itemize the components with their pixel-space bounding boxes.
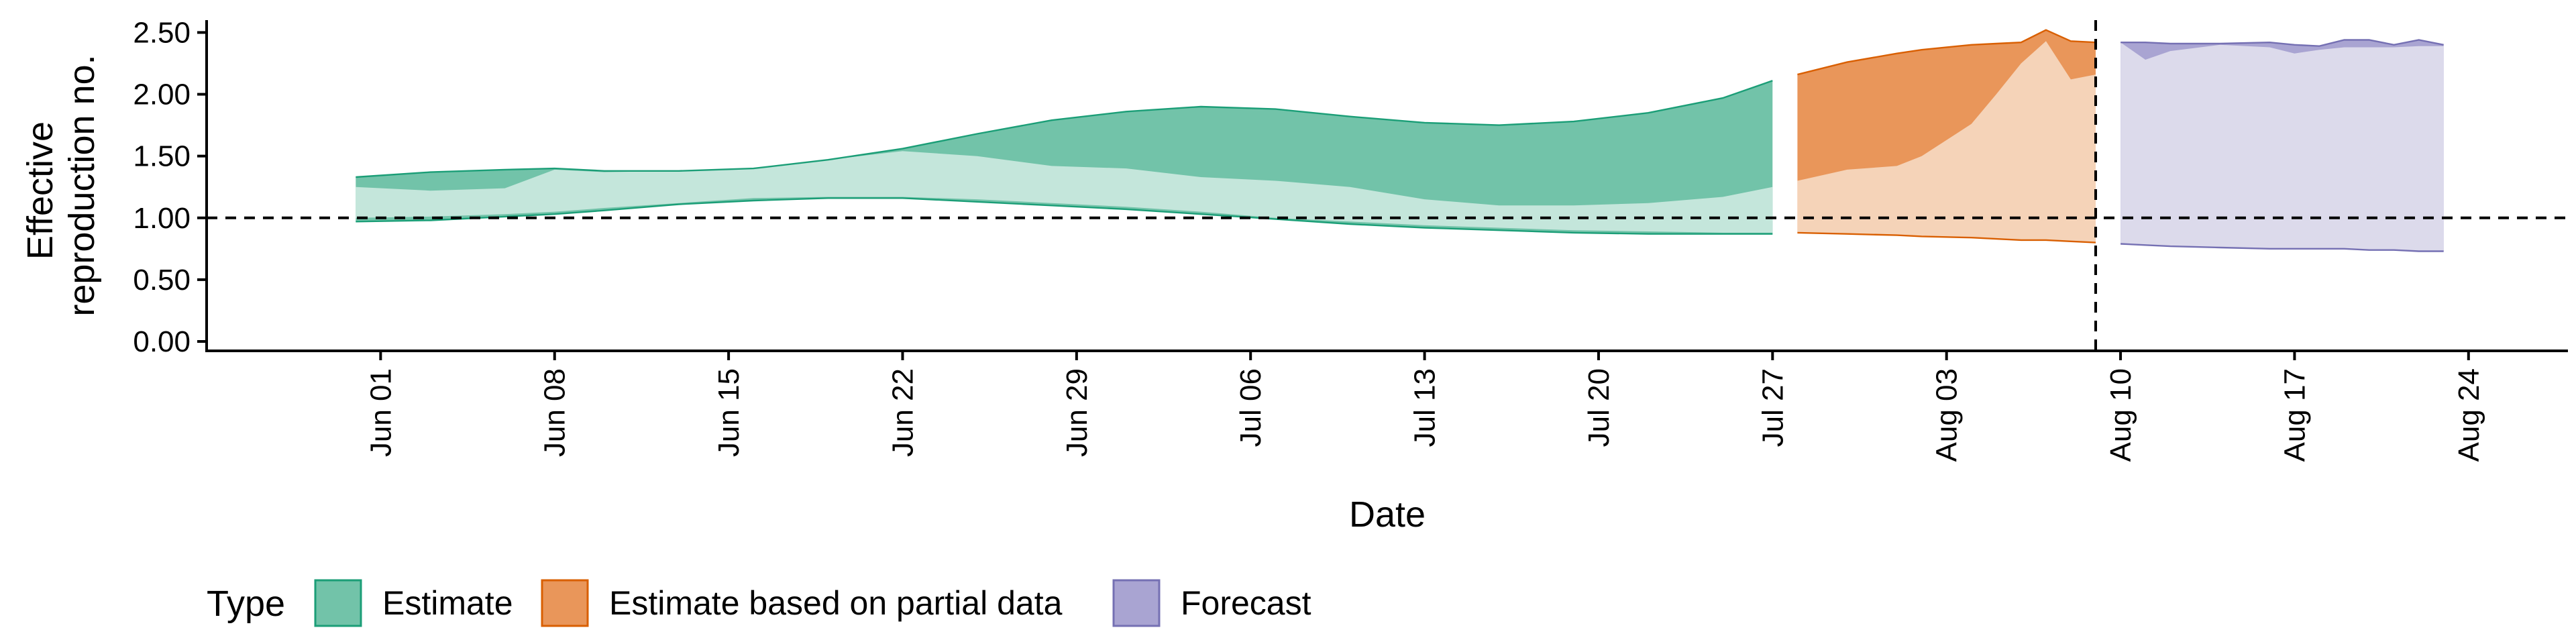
series-estimate-based-on-partial-data: [1797, 29, 2096, 244]
y-tick-label: 0.00: [133, 325, 191, 358]
x-tick-label: Jun 01: [364, 368, 397, 457]
band-layer: [356, 29, 2444, 252]
legend-label: Estimate: [382, 584, 513, 622]
forecast-upper-line: [2121, 39, 2444, 47]
x-tick-label: Jun 29: [1061, 368, 1093, 457]
legend-label: Forecast: [1181, 584, 1311, 622]
legend-title: Type: [207, 584, 285, 624]
x-tick-label: Aug 24: [2453, 368, 2485, 462]
x-tick-label: Aug 10: [2104, 368, 2137, 462]
x-tick-label: Jun 22: [886, 368, 919, 457]
x-axis-ticks: Jun 01 Jun 08 Jun 15 Jun 22 Jun 29 Jul 06 Jul …: [364, 351, 2485, 462]
legend: Type Estimate Estimate based on partial d…: [207, 579, 1311, 627]
x-tick-label: Aug 17: [2278, 368, 2311, 462]
axes: [205, 20, 2568, 352]
x-tick-label: Jun 08: [539, 368, 572, 457]
legend-label: Estimate based on partial data: [609, 584, 1063, 622]
y-axis-ticks: 0.00 0.50 1.00 1.50 2.00 2.50: [133, 16, 207, 358]
y-tick-label: 0.50: [133, 264, 191, 297]
estimate-inner-band: [356, 151, 1773, 233]
estimate-upper-line: [356, 80, 1773, 178]
y-axis-title-line-2: reproduction no.: [62, 54, 102, 316]
y-axis-title-line-1: Effective: [20, 121, 60, 260]
x-tick-label: Aug 03: [1931, 368, 1964, 462]
y-axis-title: Effective reproduction no.: [20, 54, 102, 316]
y-tick-label: 1.50: [133, 140, 191, 173]
estimate-based-on-partial-data-lower-line: [1797, 231, 2096, 244]
y-tick-label: 1.00: [133, 202, 191, 235]
forecast-inner-band: [2121, 42, 2444, 252]
x-tick-label: Jun 15: [712, 368, 745, 457]
legend-swatch: [541, 579, 589, 627]
estimate-based-on-partial-data-inner-band: [1797, 41, 2096, 243]
x-axis-title: Date: [1349, 494, 1426, 535]
forecast-lower-line: [2121, 243, 2444, 252]
legend-swatch: [1112, 579, 1161, 627]
series-forecast: [2121, 39, 2444, 252]
x-tick-label: Jul 13: [1409, 368, 1442, 447]
x-tick-label: Jul 06: [1234, 368, 1267, 447]
x-tick-label: Jul 20: [1582, 368, 1615, 447]
series-estimate: [356, 80, 1773, 235]
x-tick-label: Jul 27: [1756, 368, 1789, 447]
y-tick-label: 2.00: [133, 78, 191, 111]
y-tick-label: 2.50: [133, 16, 191, 49]
estimate-based-on-partial-data-upper-line: [1797, 29, 2096, 76]
legend-swatch: [314, 579, 362, 627]
estimate-lower-line: [356, 197, 1773, 235]
